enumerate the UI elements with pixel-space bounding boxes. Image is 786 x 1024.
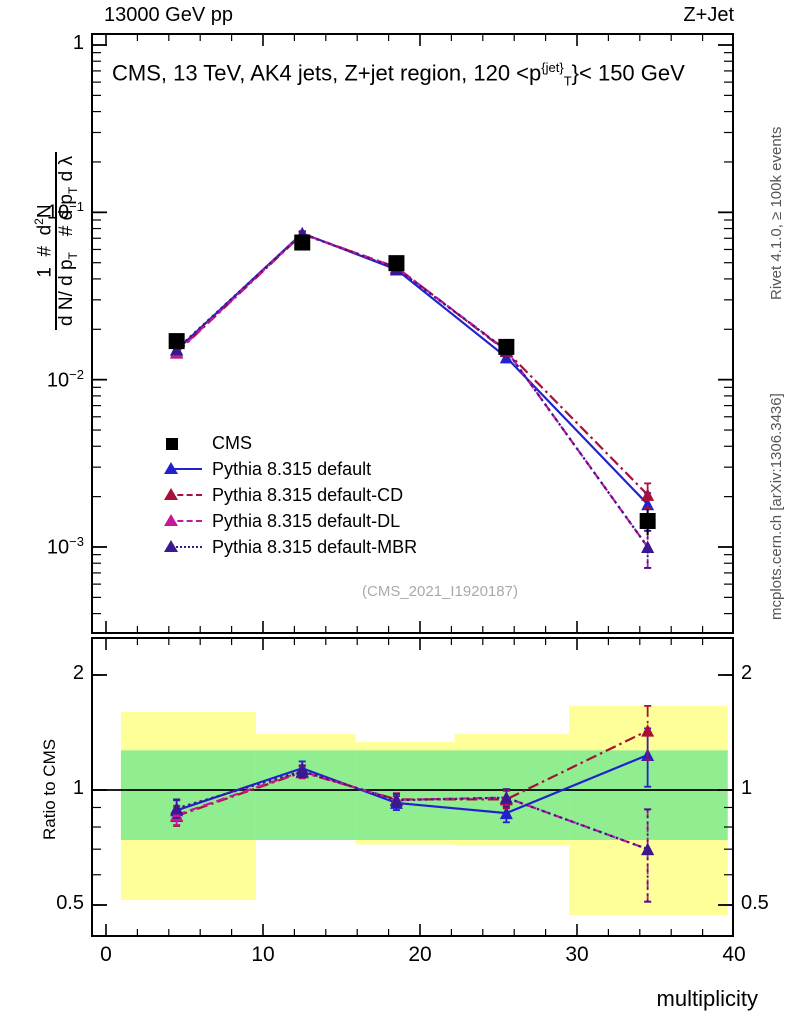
plot-title-post: }< 150 GeV <box>571 60 685 86</box>
rivet-version-label: Rivet 4.1.0, ≥ 100k events <box>768 126 785 300</box>
legend-triangle-icon <box>164 462 178 474</box>
ratio-plot-svg <box>93 639 732 935</box>
legend-triangle-icon <box>164 540 178 552</box>
x-tick-label: 30 <box>565 943 589 966</box>
legend-item-label: CMS <box>212 432 252 453</box>
plot-title-pre: CMS, 13 TeV, AK4 jets, Z+jet region, 120… <box>112 60 542 86</box>
ratio-y-tick-label-left: 1 <box>72 777 84 799</box>
y-axis-label: 1 # d2N d N/ d pT # d pT d λ <box>32 152 80 330</box>
x-tick-label: 10 <box>251 943 275 966</box>
main-y-tick-label: 10−3 <box>46 534 84 559</box>
legend-item[interactable]: Pythia 8.315 default <box>164 456 417 482</box>
legend-item[interactable]: Pythia 8.315 default-DL <box>164 508 417 534</box>
legend-item[interactable]: CMS <box>164 430 417 456</box>
legend-marker-line <box>164 459 204 479</box>
main-plot-panel <box>91 33 734 634</box>
ratio-y-tick-label-left: 0.5 <box>56 892 84 914</box>
ratio-series-marker <box>170 801 184 815</box>
header-beam-label: 13000 GeV pp <box>104 4 233 26</box>
ratio-series-marker <box>499 791 513 804</box>
ratio-uncertainty-band-green <box>255 750 356 840</box>
analysis-id-watermark: (CMS_2021_I1920187) <box>362 583 518 600</box>
legend-triangle-icon <box>164 514 178 526</box>
ratio-plot-panel <box>91 637 734 937</box>
main-y-tick-label: 10−2 <box>46 366 84 392</box>
legend-marker-square <box>164 433 204 453</box>
ratio-y-tick-label-right: 1 <box>741 777 753 799</box>
legend-item-label: Pythia 8.315 default-MBR <box>212 536 418 557</box>
cms-data-marker <box>498 338 515 355</box>
ratio-series-marker <box>389 793 403 807</box>
x-tick-label: 40 <box>722 943 746 966</box>
cms-data-marker <box>168 333 185 350</box>
legend-item-label: Pythia 8.315 default-DL <box>212 510 401 531</box>
cms-data-marker <box>294 234 311 251</box>
y-axis-label-denominator: d N/ d pT # d pT d λ <box>55 152 80 330</box>
main-series-marker <box>641 497 655 511</box>
legend-line-icon <box>168 468 202 470</box>
legend-marker-line <box>164 511 204 531</box>
mcplots-credit-label: mcplots.cern.ch [arXiv:1306.3436] <box>768 393 785 620</box>
cms-data-marker <box>388 255 405 272</box>
ratio-series-marker <box>641 724 655 737</box>
ratio-series-marker <box>641 842 655 856</box>
legend-item[interactable]: Pythia 8.315 default-CD <box>164 482 417 508</box>
y-axis-label-numerator: 1 # d2N <box>32 204 56 278</box>
ratio-y-tick-label-right: 0.5 <box>741 892 769 914</box>
ratio-y-axis-label: Ratio to CMS <box>40 738 59 840</box>
legend-item-label: Pythia 8.315 default-CD <box>212 484 404 505</box>
legend-marker-line <box>164 537 204 557</box>
ratio-uncertainty-band-green <box>355 750 455 840</box>
ratio-y-tick-label-right: 2 <box>741 662 753 684</box>
ratio-series-marker <box>295 764 309 778</box>
header-process-label: Z+Jet <box>683 4 734 26</box>
plot-title-subscript: T <box>563 73 572 89</box>
main-y-tick-label: 1 <box>72 32 84 54</box>
main-series-marker <box>641 540 655 553</box>
x-tick-label: 0 <box>100 943 112 966</box>
legend-line-icon <box>168 520 202 522</box>
legend-square-icon <box>166 438 178 450</box>
legend-triangle-icon <box>164 488 178 500</box>
ratio-y-tick-label-left: 2 <box>72 662 84 684</box>
legend-line-icon <box>168 546 202 548</box>
legend: CMS Pythia 8.315 default Pythia 8.315 defa… <box>164 430 417 560</box>
plot-title: CMS, 13 TeV, AK4 jets, Z+jet region, 120… <box>112 60 685 89</box>
main-plot-svg <box>93 35 732 632</box>
legend-item[interactable]: Pythia 8.315 default-MBR <box>164 534 417 560</box>
legend-line-icon <box>168 494 202 496</box>
plot-title-superscript: {jet} <box>541 60 564 75</box>
legend-item-label: Pythia 8.315 default <box>212 458 372 479</box>
x-axis-label: multiplicity <box>656 986 758 1011</box>
ratio-series-marker <box>499 806 513 820</box>
legend-marker-line <box>164 485 204 505</box>
main-series-marker <box>641 488 655 501</box>
x-tick-label: 20 <box>408 943 432 966</box>
cms-data-marker <box>639 513 656 530</box>
